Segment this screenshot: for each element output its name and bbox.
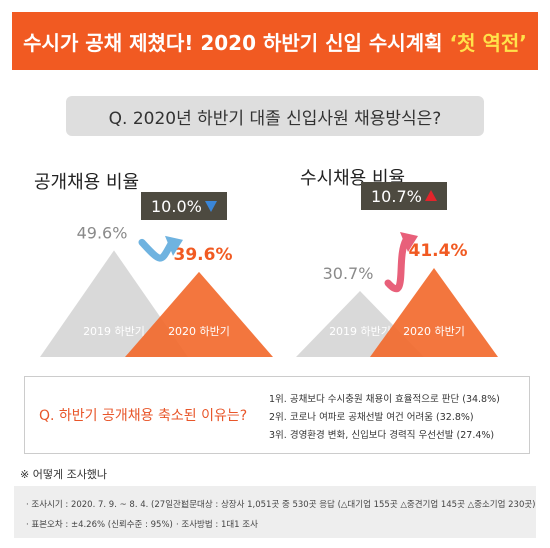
reasons-box: Q. 하반기 공개채용 축소된 이유는? 1위. 공채보다 수시충원 채용이 효… [24, 376, 530, 454]
banner-title: 수시가 공채 제쳤다! 2020 하반기 신입 수시계획 [23, 30, 443, 55]
category-label: 2020 하반기 [168, 324, 230, 338]
triangle-down-icon [205, 201, 217, 212]
sampling-error: · 표본오차 : ±4.26% (신뢰수준 : 95%) [26, 520, 173, 530]
value-label: 39.6% [174, 245, 233, 265]
change-connector-curve [384, 236, 410, 293]
change-label: 10.7% [371, 187, 422, 206]
value-label: 49.6% [77, 223, 128, 242]
category-label: 2019 하반기 [83, 324, 145, 338]
chart-title-open-recruitment: 공개채용 비율 [34, 172, 140, 193]
reason-item: 3위. 경영환경 변화, 신입보다 경력직 우선선발 (27.4%) [269, 430, 495, 441]
triangle-2020 [125, 271, 273, 357]
value-label: 41.4% [409, 241, 468, 261]
survey-question: Q. 2020년 하반기 대졸 신입사원 채용방식은? [66, 96, 484, 136]
method-info-box: · 조사시기 : 2020. 7. 9. ~ 8. 4. (27일간) · 설문… [14, 486, 536, 538]
reasons-list: 1위. 공채보다 수시충원 채용이 효율적으로 판단 (34.8%) 2위. 코… [269, 391, 500, 445]
category-label: 2019 하반기 [329, 324, 391, 338]
banner-highlight: ‘첫 역전’ [449, 30, 527, 55]
survey-period: · 조사시기 : 2020. 7. 9. ~ 8. 4. (27일간) [26, 500, 185, 510]
method-title: ※ 어떻게 조사했나 [20, 468, 108, 481]
title-banner: 수시가 공채 제쳤다! 2020 하반기 신입 수시계획 ‘첫 역전’ [12, 12, 538, 70]
reason-item: 2위. 코로나 여파로 공채선발 여건 어려움 (32.8%) [269, 412, 474, 423]
survey-method: · 조사방법 : 1대1 조사 [176, 520, 258, 530]
reasons-question: Q. 하반기 공개채용 축소된 이유는? [39, 408, 248, 424]
value-label: 30.7% [323, 264, 374, 283]
survey-subjects: · 설문대상 : 상장사 1,051곳 중 530곳 응답 (△대기업 155곳… [176, 500, 536, 510]
change-label: 10.0% [151, 197, 202, 216]
change-connector-arrowhead [400, 231, 418, 252]
category-label: 2020 하반기 [403, 324, 465, 338]
triangle-up-icon [425, 190, 437, 201]
change-connector-arrowhead [165, 235, 183, 256]
triangle-2020 [370, 267, 498, 357]
reason-item: 1위. 공채보다 수시충원 채용이 효율적으로 판단 (34.8%) [269, 394, 500, 405]
change-connector-curve [138, 238, 175, 262]
